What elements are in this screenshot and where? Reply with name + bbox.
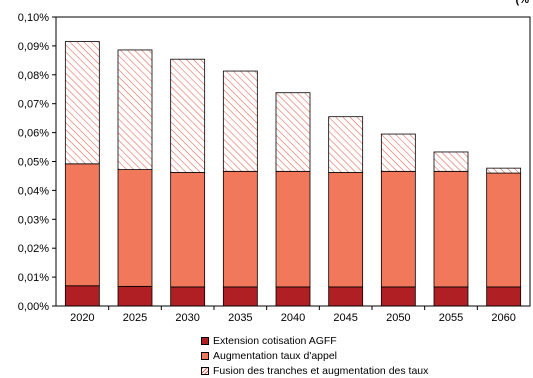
bar-segment-fusion (486, 167, 522, 174)
y-tick-label: 0,02% (18, 243, 49, 255)
bar-segment-agff (170, 286, 206, 307)
x-tick-label: 2035 (228, 312, 252, 324)
bar-segment-taux-appel (275, 170, 311, 288)
bar-segment-taux-appel (380, 170, 416, 288)
x-tick-label: 2040 (281, 312, 305, 324)
legend-item-fusion: Fusion des tranches et augmentation des … (201, 363, 428, 378)
y-tick-label: 0,03% (18, 214, 49, 226)
legend-swatch-agff (201, 336, 209, 345)
bar-segment-fusion (380, 133, 416, 172)
legend-swatch-fusion (201, 366, 209, 375)
bar-segment-agff (328, 286, 364, 307)
legend: Extension cotisation AGFF Augmentation t… (201, 333, 428, 378)
legend-item-taux-appel: Augmentation taux d'appel (201, 348, 428, 363)
legend-label-taux-appel: Augmentation taux d'appel (213, 349, 338, 362)
y-tick-label: 0,01% (18, 272, 49, 284)
unit-label: (% (515, 0, 529, 6)
bar-segment-taux-appel (170, 172, 206, 288)
bar-segment-fusion (433, 151, 469, 172)
y-tick-label: 0,08% (18, 70, 49, 82)
bar-segment-agff (222, 286, 258, 307)
bar-segment-taux-appel (117, 169, 153, 287)
x-tick-label: 2025 (123, 312, 147, 324)
bar-segment-taux-appel (222, 170, 258, 288)
bar-segment-taux-appel (433, 170, 469, 288)
legend-label-agff: Extension cotisation AGFF (213, 334, 337, 347)
bar-segment-fusion (64, 41, 100, 165)
y-tick-label: 0,09% (18, 41, 49, 53)
x-tick-label: 2020 (70, 312, 94, 324)
y-tick-label: 0,04% (18, 185, 49, 197)
bar-segment-agff (380, 286, 416, 307)
bar-segment-agff (433, 286, 469, 307)
y-tick-label: 0,07% (18, 99, 49, 111)
bar-segment-taux-appel (328, 172, 364, 288)
legend-label-fusion: Fusion des tranches et augmentation des … (213, 364, 429, 377)
legend-swatch-taux-appel (201, 351, 209, 360)
bar-segment-fusion (170, 58, 206, 173)
bar-segment-agff (486, 286, 522, 307)
x-tick-label: 2055 (439, 312, 463, 324)
bar-segment-agff (64, 285, 100, 307)
y-tick-label: 0,05% (18, 157, 49, 169)
y-tick-label: 0,10% (18, 12, 49, 24)
x-tick-label: 2045 (333, 312, 357, 324)
stacked-bar-chart: 0,00% 0,01% 0,02% 0,03% 0,04% 0,05% 0,06% 0,07%… (18, 12, 531, 324)
bar-segment-fusion (275, 92, 311, 172)
x-tick-label: 2050 (386, 312, 410, 324)
bar-segment-fusion (328, 116, 364, 173)
y-tick-label: 0,00% (18, 301, 49, 313)
bar-segment-agff (117, 285, 153, 307)
legend-item-agff: Extension cotisation AGFF (201, 333, 428, 348)
x-tick-label: 2060 (491, 312, 515, 324)
bar-segment-taux-appel (486, 172, 522, 288)
bar-segment-agff (275, 286, 311, 307)
y-tick-label: 0,06% (18, 128, 49, 140)
bar-segment-fusion (117, 49, 153, 170)
bar-segment-taux-appel (64, 163, 100, 287)
bar-segment-fusion (222, 70, 258, 172)
x-tick-label: 2030 (175, 312, 199, 324)
